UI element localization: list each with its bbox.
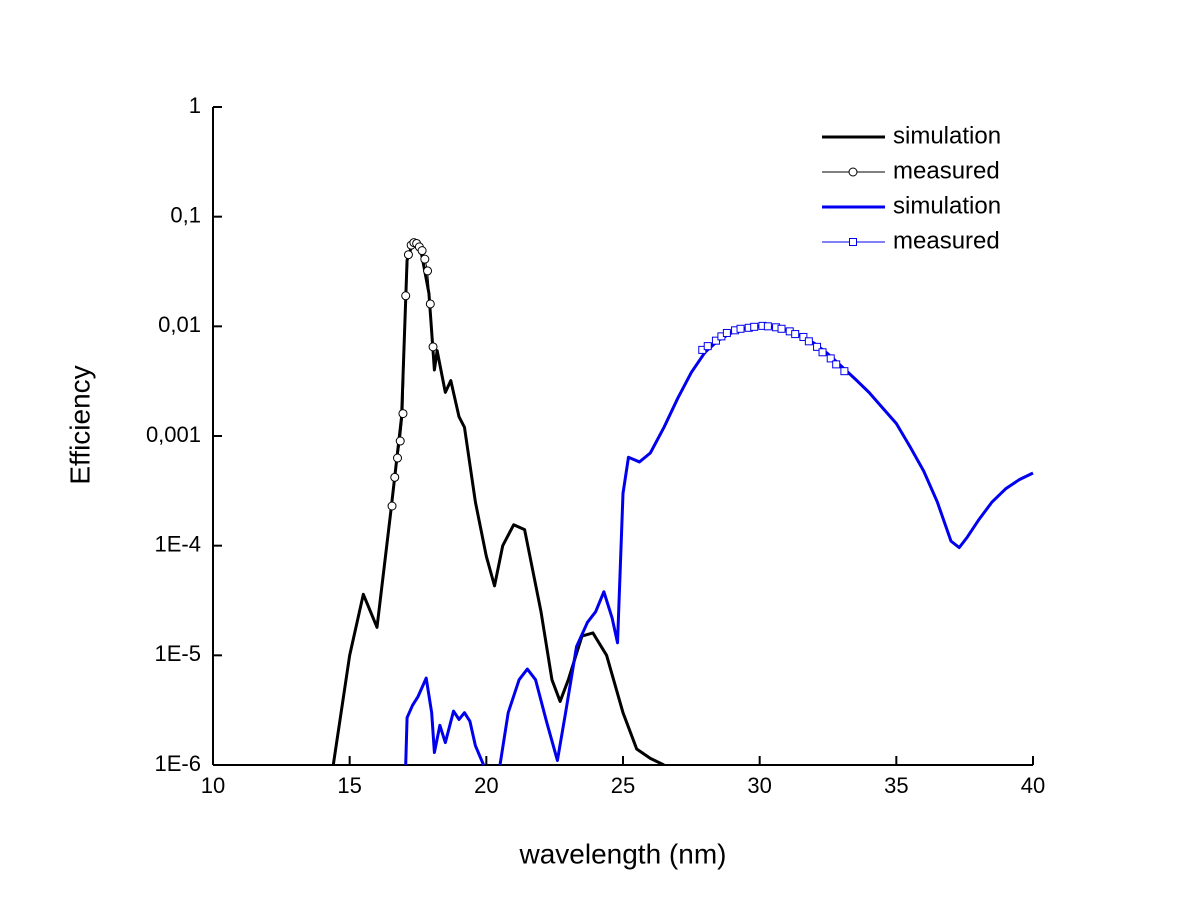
y-tick-label: 1E-5 <box>155 641 201 666</box>
marker <box>703 342 712 351</box>
marker <box>848 167 858 177</box>
series-line <box>404 324 1034 766</box>
x-tick-label: 30 <box>747 773 771 798</box>
marker <box>390 472 400 482</box>
legend-label: simulation <box>893 122 1001 149</box>
marker <box>393 453 402 463</box>
marker <box>417 246 427 256</box>
marker <box>428 342 438 352</box>
x-tick-label: 10 <box>201 773 225 798</box>
series-line <box>331 241 665 766</box>
marker <box>711 336 720 345</box>
marker <box>401 291 411 301</box>
y-tick-label: 0,1 <box>170 202 201 227</box>
legend-label: simulation <box>893 192 1001 219</box>
marker <box>423 266 433 276</box>
y-tick-label: 1 <box>189 93 201 118</box>
marker <box>420 254 430 264</box>
x-tick-label: 25 <box>611 773 635 798</box>
marker <box>832 360 841 369</box>
marker <box>826 354 835 363</box>
marker <box>799 332 808 341</box>
y-tick-label: 1E-4 <box>155 531 201 556</box>
marker <box>425 299 435 309</box>
marker <box>403 250 413 260</box>
marker <box>387 501 397 511</box>
x-tick-label: 40 <box>1021 773 1045 798</box>
x-axis-title: wavelength (nm) <box>519 838 727 869</box>
marker <box>750 322 759 331</box>
legend-label: measured <box>893 227 1000 254</box>
marker <box>736 324 745 333</box>
marker <box>763 322 772 331</box>
y-tick-label: 1E-6 <box>155 751 201 776</box>
plot-area <box>331 238 1034 766</box>
marker <box>840 367 849 376</box>
marker <box>395 436 405 446</box>
marker <box>722 328 731 337</box>
marker <box>818 348 827 357</box>
marker <box>398 409 408 419</box>
x-tick-label: 20 <box>474 773 498 798</box>
y-axis-title: Efficiency <box>64 365 95 484</box>
legend-label: measured <box>893 157 1000 184</box>
x-tick-label: 15 <box>337 773 361 798</box>
marker <box>777 324 786 333</box>
marker <box>813 342 822 351</box>
marker <box>791 330 800 339</box>
y-tick-label: 0,001 <box>146 422 201 447</box>
y-tick-label: 0,01 <box>158 312 201 337</box>
marker <box>804 337 813 346</box>
x-tick-label: 35 <box>884 773 908 798</box>
marker <box>849 238 857 246</box>
